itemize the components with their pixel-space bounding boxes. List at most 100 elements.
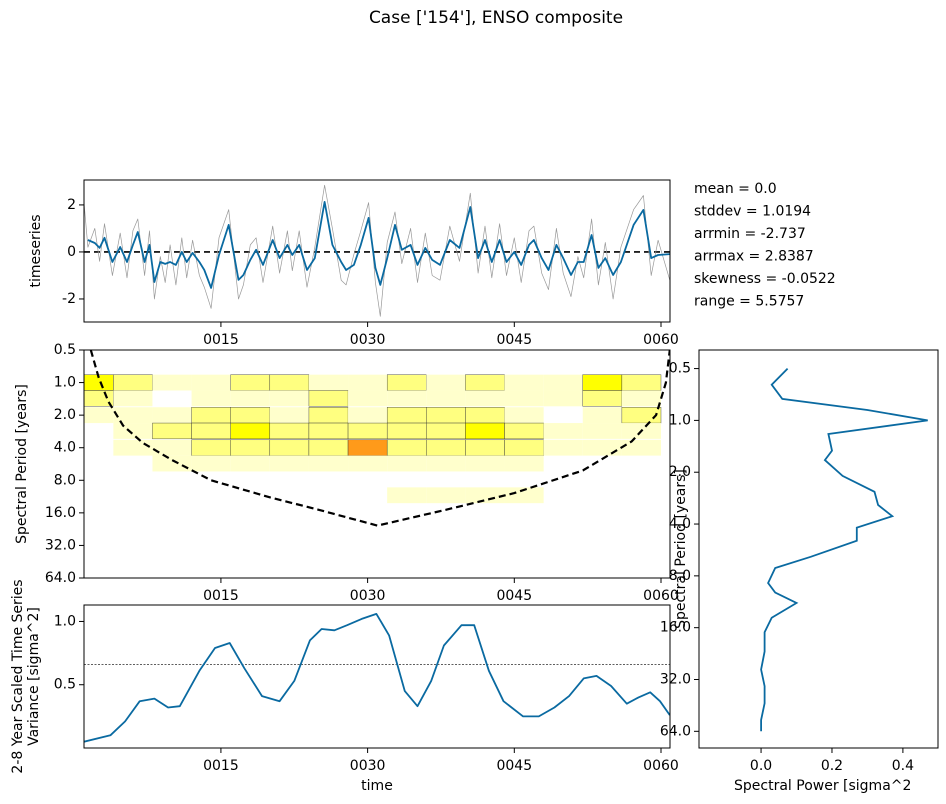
power-cell <box>152 455 192 472</box>
plot-area <box>84 350 670 527</box>
power-cell <box>543 439 583 456</box>
power-cell <box>308 455 349 472</box>
power-cell <box>504 390 544 407</box>
series-line <box>87 201 670 289</box>
y-tick-label: 4.0 <box>669 516 691 532</box>
power-cell <box>191 407 231 424</box>
power-cell <box>582 439 622 456</box>
power-cell <box>308 390 349 407</box>
power-cell <box>269 407 309 424</box>
axes-frame <box>698 349 939 749</box>
y-tick-label: 1.0 <box>669 412 691 428</box>
stat-annotation: skewness = -0.0522 <box>694 271 836 287</box>
power-cell <box>191 439 231 456</box>
power-cell <box>230 390 270 407</box>
power-cell <box>191 374 231 391</box>
power-cell <box>387 487 427 504</box>
x-tick-label: 0030 <box>350 588 386 604</box>
figure-title: Case ['154'], ENSO composite <box>369 8 623 28</box>
power-cell <box>465 390 505 407</box>
y-tick-label: 0.5 <box>54 677 76 693</box>
power-cell <box>152 422 192 440</box>
y-tick-label: 32.0 <box>660 671 691 687</box>
x-tick-label: 0015 <box>203 588 239 604</box>
power-cell <box>308 374 349 391</box>
y-tick-label: 16.0 <box>660 620 691 636</box>
power-cell <box>152 407 192 424</box>
y-tick-label: 4.0 <box>54 440 76 456</box>
x-tick-label: 0030 <box>350 758 386 774</box>
y-tick-label: 0.5 <box>54 342 76 358</box>
power-cell <box>386 439 427 456</box>
power-cell <box>113 423 153 439</box>
plot-area <box>84 184 670 317</box>
power-cell <box>504 439 544 456</box>
power-cell <box>504 374 544 391</box>
y-tick-label: 2.0 <box>54 407 76 423</box>
power-cell <box>230 439 271 456</box>
x-tick-label: 0045 <box>496 588 532 604</box>
x-tick-label: 0.4 <box>892 758 914 774</box>
power-cell <box>621 439 662 456</box>
y-axis-label: 2-8 Year Scaled Time Series <box>10 579 26 773</box>
power-cell <box>113 390 153 407</box>
power-cell <box>465 487 505 504</box>
power-cell <box>387 390 427 407</box>
power-cell <box>269 390 309 407</box>
power-cell <box>230 374 271 391</box>
power-cell <box>504 422 544 440</box>
power-cell <box>113 439 153 456</box>
power-cell <box>582 423 622 439</box>
power-cell <box>582 390 623 407</box>
axes-frame <box>83 179 671 323</box>
power-cell <box>504 455 544 472</box>
power-cell <box>426 374 466 391</box>
x-tick-label: 0015 <box>203 332 239 348</box>
x-axis-label: time <box>361 778 393 794</box>
y-tick-label: 2.0 <box>669 464 691 480</box>
power-cell <box>543 374 583 391</box>
series-line <box>84 184 670 317</box>
x-tick-label: 0.2 <box>821 758 843 774</box>
power-cell <box>465 374 505 391</box>
x-tick-label: 0060 <box>643 588 679 604</box>
power-cell <box>543 390 583 407</box>
power-cell <box>621 374 662 391</box>
x-tick-label: 0045 <box>496 758 532 774</box>
power-cell <box>348 374 388 391</box>
power-cell <box>387 455 427 472</box>
x-tick-label: 0015 <box>203 758 239 774</box>
power-cell <box>582 374 623 391</box>
power-cell <box>465 455 505 472</box>
power-cell <box>152 439 192 456</box>
power-cell <box>308 439 349 456</box>
power-cell <box>386 422 427 440</box>
x-tick-label: 0060 <box>643 332 679 348</box>
y-tick-label: 1.0 <box>54 613 76 629</box>
y-axis-label: Spectral Period [years] <box>673 469 689 629</box>
y-axis-label: Variance [sigma^2] <box>26 607 42 746</box>
x-tick-label: 0.0 <box>750 758 772 774</box>
power-cell <box>426 455 466 472</box>
power-cell <box>191 422 231 440</box>
plot-area <box>760 367 928 732</box>
power-cell <box>308 422 349 440</box>
power-cell <box>348 390 388 407</box>
power-cell <box>582 407 622 424</box>
stat-annotation: arrmin = -2.737 <box>694 226 806 242</box>
power-cell <box>269 455 309 472</box>
series-line <box>84 613 670 743</box>
stat-annotation: mean = 0.0 <box>694 181 777 197</box>
plot-area <box>84 613 670 743</box>
y-tick-label: 16.0 <box>45 505 76 521</box>
power-cell <box>465 439 505 456</box>
power-cell <box>230 407 271 424</box>
power-cell <box>426 487 466 504</box>
power-cell <box>269 439 310 456</box>
power-cell <box>504 407 544 424</box>
power-cell <box>152 374 192 391</box>
power-cell <box>113 407 153 424</box>
power-cell <box>426 407 466 424</box>
power-cell <box>426 390 466 407</box>
